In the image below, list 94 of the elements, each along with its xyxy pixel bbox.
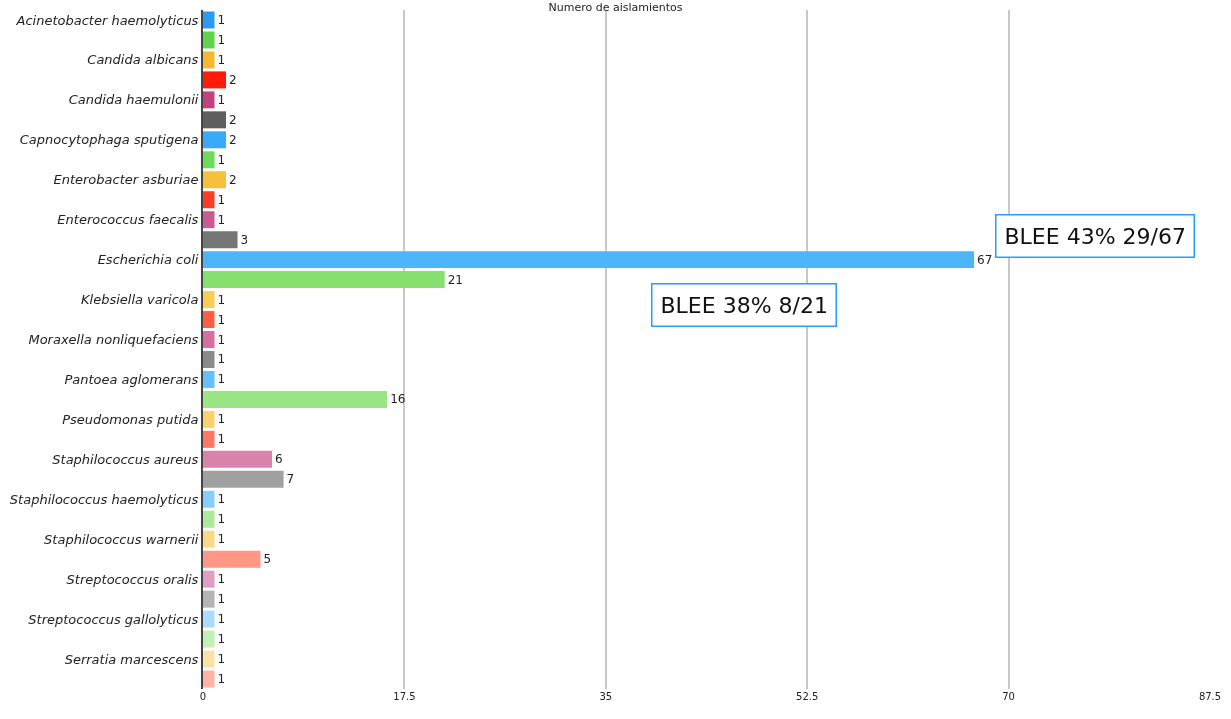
bar xyxy=(203,390,388,408)
data-label: 1 xyxy=(217,612,226,627)
bar xyxy=(203,610,215,628)
bar xyxy=(203,11,215,29)
data-label: 1 xyxy=(217,292,226,307)
y-tick-label: Candida albicans xyxy=(87,52,199,68)
data-label: 1 xyxy=(217,12,226,27)
data-label: 2 xyxy=(229,132,237,147)
data-label: 2 xyxy=(229,112,237,127)
y-tick-label: Streptococcus gallolyticus xyxy=(28,611,199,627)
data-label: 21 xyxy=(447,272,463,287)
annotation: BLEE 38% 8/21 xyxy=(660,292,828,318)
bar xyxy=(203,370,215,388)
chart-title: Numero de aislamientos xyxy=(548,1,683,15)
data-label: 1 xyxy=(217,412,226,427)
data-label: 1 xyxy=(217,632,226,647)
data-label: 1 xyxy=(217,212,226,227)
bar xyxy=(203,650,215,668)
data-label: 1 xyxy=(217,332,226,347)
data-label: 1 xyxy=(217,312,226,327)
bar xyxy=(203,410,215,428)
x-tick-label: 87.5 xyxy=(1198,691,1222,702)
y-tick-label: Capnocytophaga sputigena xyxy=(19,132,199,148)
data-label: 1 xyxy=(217,152,226,167)
x-tick-label: 17.5 xyxy=(393,691,416,702)
bar xyxy=(203,31,215,49)
y-tick-label: Klebsiella varicola xyxy=(81,292,199,308)
bar xyxy=(203,530,215,548)
bar xyxy=(203,351,215,368)
bar xyxy=(203,550,261,568)
data-label: 1 xyxy=(217,352,226,367)
data-label: 5 xyxy=(263,552,272,567)
bar xyxy=(203,191,215,209)
data-label: 1 xyxy=(217,652,226,667)
bar xyxy=(203,51,215,69)
data-label: 1 xyxy=(217,372,226,387)
data-label: 1 xyxy=(217,192,226,207)
y-tick-label: Pseudomonas putida xyxy=(62,411,199,427)
bar xyxy=(203,71,227,89)
bar xyxy=(203,331,215,348)
data-label: 1 xyxy=(217,572,226,587)
data-label: 67 xyxy=(977,252,993,267)
y-tick-label: Candida haemulonii xyxy=(68,92,199,108)
data-label: 16 xyxy=(390,392,406,407)
bar xyxy=(203,171,227,189)
y-tick-label: Staphilococcus aureus xyxy=(52,451,199,467)
x-tick-label: 52.5 xyxy=(796,691,819,702)
x-tick-label: 0 xyxy=(199,691,207,702)
bar xyxy=(203,670,215,688)
data-label: 1 xyxy=(217,672,226,687)
data-label: 1 xyxy=(217,532,226,547)
bar xyxy=(203,151,215,169)
bar xyxy=(203,131,227,149)
x-tick-label: 70 xyxy=(1002,691,1015,702)
y-tick-label: Staphilococcus warnerii xyxy=(44,531,199,547)
bar xyxy=(203,271,445,289)
data-label: 6 xyxy=(275,452,283,467)
data-label: 2 xyxy=(229,172,237,187)
bar xyxy=(203,251,975,269)
y-tick-label: Enterococcus faecalis xyxy=(57,212,199,228)
bar xyxy=(203,430,215,448)
bar xyxy=(203,470,284,488)
x-tick-label: 35 xyxy=(599,691,613,702)
bar xyxy=(203,91,215,109)
data-label: 2 xyxy=(229,72,237,87)
bar xyxy=(203,490,215,508)
y-tick-label: Enterobacter asburiae xyxy=(53,172,199,188)
y-tick-label: Pantoea aglomerans xyxy=(64,372,199,388)
annotation: BLEE 43% 29/67 xyxy=(1004,223,1186,249)
data-label: 7 xyxy=(286,472,295,487)
bar xyxy=(203,630,215,648)
y-tick-label: Serratia marcescens xyxy=(64,651,199,667)
y-tick-label: Escherichia coli xyxy=(97,252,199,268)
bar xyxy=(203,211,215,229)
data-label: 1 xyxy=(217,92,226,107)
data-label: 1 xyxy=(217,52,226,67)
data-label: 3 xyxy=(240,232,249,247)
bar xyxy=(203,590,215,608)
data-label: 1 xyxy=(217,512,226,527)
bar xyxy=(203,111,227,129)
data-label: 1 xyxy=(217,492,226,507)
bar xyxy=(203,291,215,309)
data-label: 1 xyxy=(217,592,226,607)
bar xyxy=(203,510,215,528)
y-tick-label: Acinetobacter haemolyticus xyxy=(15,12,199,28)
bar xyxy=(203,311,215,329)
y-tick-label: Moraxella nonliquefaciens xyxy=(28,332,199,348)
bar xyxy=(203,570,215,588)
data-label: 1 xyxy=(217,432,226,447)
data-label: 1 xyxy=(217,32,226,47)
y-tick-label: Staphilococcus haemolyticus xyxy=(9,491,199,507)
y-tick-label: Streptococcus oralis xyxy=(66,571,199,587)
bar xyxy=(203,231,238,249)
bar xyxy=(203,450,273,468)
